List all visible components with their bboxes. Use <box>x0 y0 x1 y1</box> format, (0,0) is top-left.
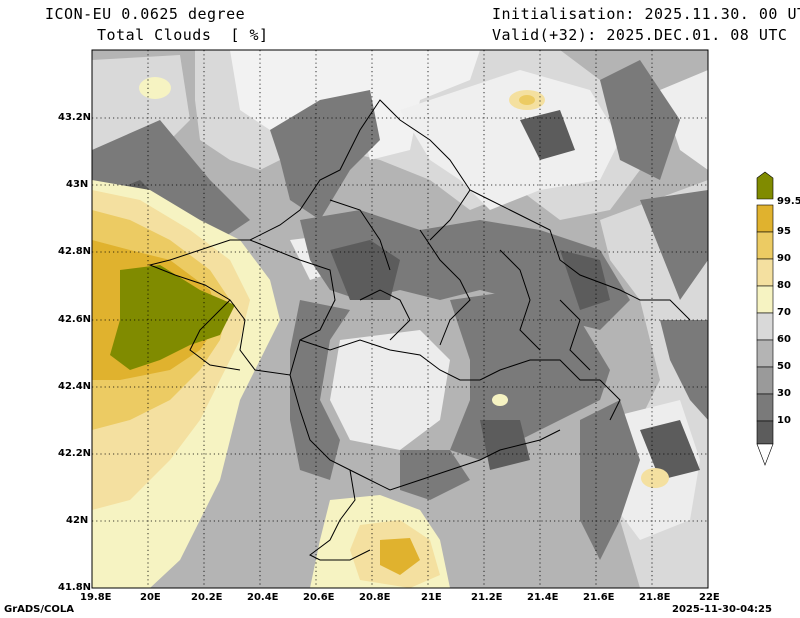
cloud-field <box>92 50 708 588</box>
field-title: Total Clouds [ %] <box>97 26 269 44</box>
lat-label: 42.4N <box>58 381 92 392</box>
colorbar-bin-low <box>756 420 774 445</box>
colorbar-bin-99-5 <box>756 171 774 200</box>
lat-label: 42N <box>66 515 89 526</box>
colorbar-label: 80 <box>777 280 791 291</box>
lon-label: 20.2E <box>191 592 223 603</box>
colorbar-bin-90 <box>756 231 774 260</box>
lat-label: 42.2N <box>58 448 92 459</box>
lon-label: 21.6E <box>583 592 615 603</box>
lon-label: 21.4E <box>527 592 559 603</box>
colorbar-label: 10 <box>777 415 791 426</box>
lat-label: 43N <box>66 179 89 190</box>
lon-label: 21.8E <box>639 592 671 603</box>
lat-label: 42.8N <box>58 246 92 257</box>
colorbar-label: 70 <box>777 307 791 318</box>
lon-label: 20.8E <box>359 592 391 603</box>
colorbar-label: 30 <box>777 388 791 399</box>
grid-lines <box>92 50 708 588</box>
colorbar-bin-min <box>756 443 774 466</box>
lon-label: 20.6E <box>303 592 335 603</box>
colorbar-bin-70 <box>756 285 774 314</box>
lat-label: 41.8N <box>58 582 92 593</box>
colorbar-label: 99.5 <box>777 196 800 207</box>
colorbar <box>756 171 774 466</box>
plot-frame <box>91 49 709 589</box>
lon-label: 22E <box>699 592 720 603</box>
colorbar-bin-10 <box>756 393 774 422</box>
colorbar-bin-50 <box>756 339 774 368</box>
colorbar-bin-30 <box>756 366 774 395</box>
lon-label: 19.8E <box>80 592 112 603</box>
footer-timestamp: 2025-11-30-04:25 <box>672 604 772 615</box>
init-time: Initialisation: 2025.11.30. 00 UTC <box>492 5 800 23</box>
lat-label: 42.6N <box>58 314 92 325</box>
model-title: ICON-EU 0.0625 degree <box>45 5 246 23</box>
lon-label: 20.4E <box>247 592 279 603</box>
lon-label: 21.2E <box>471 592 503 603</box>
colorbar-label: 50 <box>777 361 791 372</box>
valid-time: Valid(+32): 2025.DEC.01. 08 UTC <box>492 26 788 44</box>
lon-label: 20E <box>140 592 161 603</box>
colorbar-label: 60 <box>777 334 791 345</box>
colorbar-label: 90 <box>777 253 791 264</box>
colorbar-bin-80 <box>756 258 774 287</box>
country-borders <box>148 99 691 561</box>
colorbar-bin-95 <box>756 204 774 233</box>
lat-label: 43.2N <box>58 112 92 123</box>
colorbar-label: 95 <box>777 226 791 237</box>
lon-label: 21E <box>421 592 442 603</box>
colorbar-bin-60 <box>756 312 774 341</box>
footer-credit: GrADS/COLA <box>4 604 74 615</box>
